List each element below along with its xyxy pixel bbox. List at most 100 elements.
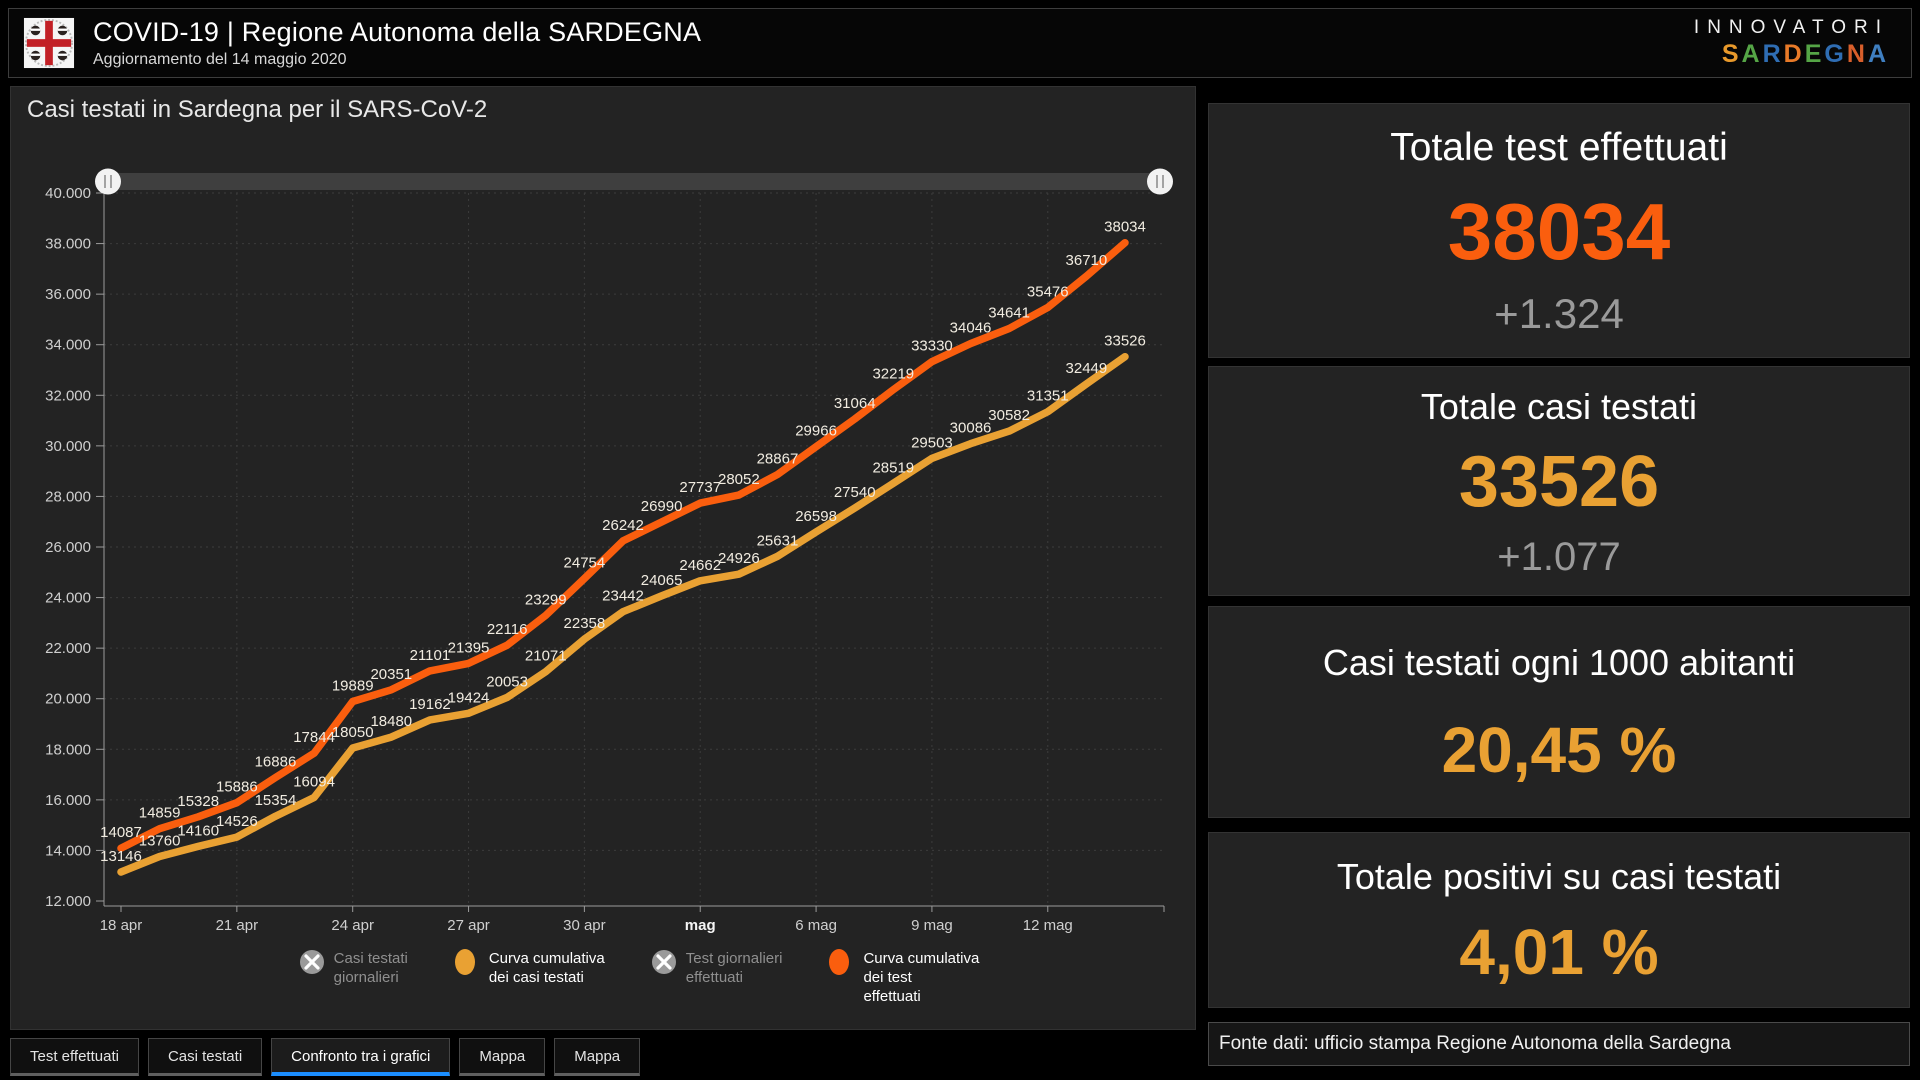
brand-word-innovatori: INNOVATORI	[1693, 17, 1889, 38]
timeline-slider-track[interactable]	[104, 173, 1164, 190]
data-label: 24065	[641, 572, 683, 589]
kpi-card-casi-testati-ogni-1000: Casi testati ogni 1000 abitanti 20,45 %	[1208, 606, 1910, 818]
kpi-title: Totale positivi su casi testati	[1336, 855, 1782, 897]
data-label: 20053	[486, 673, 528, 690]
tab-mappa-3[interactable]: Mappa	[459, 1038, 546, 1076]
data-label: 26242	[602, 517, 644, 534]
brand-letter: S	[1721, 40, 1742, 68]
data-label: 21395	[448, 639, 490, 656]
y-axis-label: 14.000	[45, 842, 91, 859]
kpi-delta: +1.324	[1494, 290, 1624, 338]
brand-letter: G	[1824, 40, 1847, 68]
legend-item-label: Test giornalieri effettuati	[685, 950, 783, 986]
series-line-casi-testati	[117, 352, 1129, 876]
x-axis-label: 24 apr	[331, 917, 374, 934]
data-label: 25631	[757, 532, 799, 549]
y-axis-label: 22.000	[45, 640, 91, 657]
data-label: 24754	[564, 555, 606, 572]
legend-item[interactable]: Curva cumulativa dei test effettuati	[828, 949, 979, 1006]
data-label: 14526	[216, 813, 258, 830]
data-label: 30582	[988, 407, 1030, 424]
y-axis-label: 36.000	[45, 286, 91, 303]
tab-casi-testati-1[interactable]: Casi testati	[147, 1038, 263, 1076]
data-label: 18480	[370, 713, 412, 730]
legend-series-marker-icon	[829, 949, 850, 975]
legend-series-disabled-icon	[299, 950, 324, 974]
tab-confronto-tra-i-grafici-2[interactable]: Confronto tra i grafici	[271, 1038, 451, 1076]
data-label: 36710	[1066, 252, 1108, 269]
y-axis-label: 28.000	[45, 488, 91, 505]
data-label: 31351	[1027, 388, 1069, 405]
comparison-line-chart[interactable]: 12.000 14.000 16.000 18.000 20.000 22.000 24.0…	[11, 135, 1197, 945]
data-label: 20351	[370, 666, 412, 683]
data-label: 16094	[293, 773, 335, 790]
kpi-value: 38034	[1447, 186, 1671, 276]
timeline-slider-handle-right[interactable]	[1147, 168, 1173, 195]
kpi-column: Totale test effettuati 38034 +1.324 Tota…	[1206, 0, 1912, 1080]
legend-series-marker-icon	[454, 949, 475, 975]
data-label: 34046	[950, 320, 992, 337]
data-label: 29966	[795, 423, 837, 440]
kpi-card-totale-positivi-su-casi: Totale positivi su casi testati 4,01 %	[1208, 832, 1910, 1008]
data-label: 24662	[679, 557, 721, 574]
data-label: 24926	[718, 550, 760, 567]
data-label: 19424	[448, 689, 490, 706]
y-axis-label: 18.000	[45, 741, 91, 758]
legend-item-label: Casi testati giornalieri	[333, 950, 408, 986]
data-label: 38034	[1104, 219, 1146, 236]
data-source-note: Fonte dati: ufficio stampa Regione Auton…	[1208, 1022, 1910, 1066]
data-label: 28519	[872, 459, 914, 476]
timeline-slider-handle-left[interactable]	[95, 168, 121, 195]
brand-letter: N	[1846, 40, 1868, 68]
data-label: 19889	[332, 678, 374, 695]
legend-item[interactable]: Test giornalieri effettuati	[651, 949, 783, 1006]
brand-letter: E	[1804, 40, 1825, 68]
data-label: 27737	[679, 479, 721, 496]
tab-test-effettuati-0[interactable]: Test effettuati	[10, 1038, 139, 1076]
brand-letter: A	[1741, 40, 1763, 68]
chart-title: Casi testati in Sardegna per il SARS-CoV…	[27, 96, 488, 123]
sardegna-coat-of-arms-logo	[23, 17, 75, 69]
update-date: Aggiornamento del 14 maggio 2020	[93, 51, 347, 68]
x-axis-label: 18 apr	[100, 917, 143, 934]
data-label: 35476	[1027, 283, 1069, 300]
brand-word-sardegna: SARDEGNA	[1694, 40, 1889, 69]
data-label: 15328	[177, 793, 219, 810]
legend-item-label: Curva cumulativa dei test effettuati	[863, 950, 980, 1005]
x-axis-label: 30 apr	[563, 917, 606, 934]
x-axis-label: 9 mag	[911, 917, 953, 934]
series-line-test-effettuati	[117, 238, 1129, 852]
data-label: 21101	[410, 647, 451, 664]
data-label: 32219	[872, 366, 914, 383]
data-label: 14087	[100, 824, 142, 841]
y-axis-label: 32.000	[45, 387, 91, 404]
brand-letter: D	[1783, 40, 1805, 68]
legend-item[interactable]: Curva cumulativa dei casi testati	[454, 949, 605, 1006]
data-label: 34641	[988, 305, 1030, 322]
x-axis-label: 6 mag	[795, 917, 837, 934]
data-label: 18050	[332, 724, 374, 741]
data-label: 26990	[641, 498, 683, 515]
report-tab-bar: Test effettuati Casi testati Confronto tra…	[10, 1038, 641, 1076]
data-label: 33330	[911, 338, 953, 355]
brand-letter: A	[1867, 40, 1889, 68]
data-label: 26598	[795, 508, 837, 525]
data-label: 28867	[757, 451, 799, 468]
data-label: 31064	[834, 395, 876, 412]
header-bar: COVID-19 | Regione Autonoma della SARDEG…	[8, 8, 1912, 78]
y-axis-label: 16.000	[45, 792, 91, 809]
data-label: 14859	[139, 805, 181, 822]
data-label: 23442	[602, 588, 644, 605]
legend-item[interactable]: Casi testati giornalieri	[299, 949, 408, 1006]
tab-mappa-4[interactable]: Mappa	[554, 1038, 641, 1076]
y-axis-label: 38.000	[45, 236, 91, 253]
x-axis-label: 12 mag	[1023, 917, 1073, 934]
data-label: 32449	[1066, 360, 1108, 377]
kpi-value: 33526	[1458, 442, 1660, 522]
y-axis-label: 40.000	[45, 185, 91, 202]
data-label: 28052	[718, 471, 760, 488]
y-axis-label: 30.000	[45, 438, 91, 455]
kpi-card-totale-test-effettuati: Totale test effettuati 38034 +1.324	[1208, 103, 1910, 358]
kpi-delta: +1.077	[1497, 534, 1621, 579]
data-label: 21071	[525, 648, 567, 665]
